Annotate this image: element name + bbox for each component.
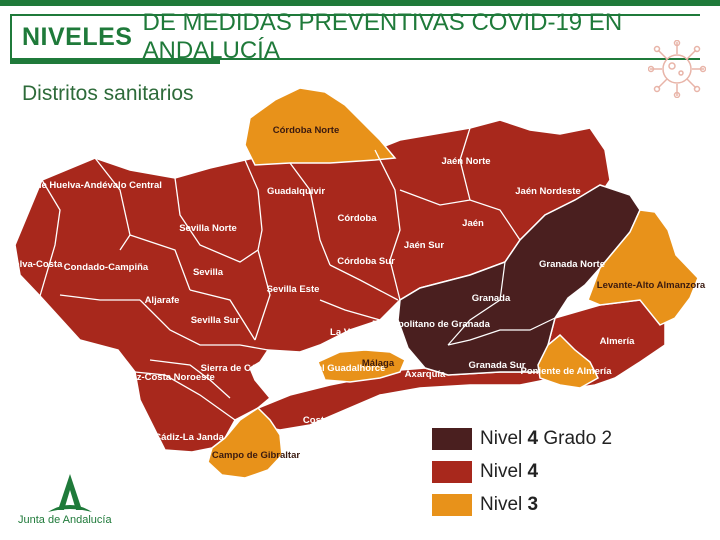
district-region-nivel4-south (254, 367, 547, 431)
label-guadalquivir: Guadalquivir (267, 186, 325, 197)
legend-item-nivel4: Nivel 4 (432, 461, 612, 483)
label-sierra-huelva: Sierra de Huelva-Andévalo Central (6, 180, 162, 191)
legend-label: Nivel 4 Grado 2 (480, 428, 613, 449)
label-granada-norte: Granada Norte (539, 259, 605, 270)
legend-item-nivel4-grado2: Nivel 4 Grado 2 (432, 428, 612, 450)
label-jaen-sur: Jaén Sur (404, 240, 444, 251)
label-poniente: Poniente de Almería (521, 366, 613, 377)
district-labels: Córdoba Norte Jaén Norte Jaén Nordeste S… (2, 125, 706, 461)
district-region-poniente (537, 333, 599, 389)
label-aljarafe: Aljarafe (145, 295, 180, 306)
label-huelva-costa: Huelva-Costa (2, 259, 63, 270)
legend-label: Nivel 3 (480, 494, 539, 515)
label-campo-gibraltar: Campo de Gibraltar (212, 450, 300, 461)
label-sevilla: Sevilla (193, 267, 224, 278)
district-region-guadalhorce-malaga (317, 349, 406, 383)
top-accent-bar (0, 0, 720, 6)
legend-swatch (432, 494, 472, 516)
label-cordoba: Córdoba (337, 213, 377, 224)
label-levante: Levante-Alto Almanzora (597, 280, 706, 291)
label-jerez: Jerez-Costa Noroeste (117, 372, 215, 383)
subtitle: Distritos sanitarios (22, 82, 194, 105)
district-region-levante (587, 209, 699, 326)
label-granada: Granada (472, 293, 511, 304)
label-jaen-nordeste: Jaén Nordeste (515, 186, 580, 197)
district-region-campo-gibraltar (207, 407, 283, 479)
label-sevilla-este: Sevilla Este (267, 284, 320, 295)
label-bahia-cadiz: Bahía de Cádiz-La Janda (112, 432, 225, 443)
title-bold: NIVELES (22, 22, 133, 51)
label-jaen: Jaén (462, 218, 484, 229)
label-serrania: Serranía (270, 382, 309, 393)
label-sevilla-norte: Sevilla Norte (179, 223, 237, 234)
title-band: NIVELES DE MEDIDAS PREVENTIVAS COVID-19 … (10, 9, 700, 64)
title-rest: DE MEDIDAS PREVENTIVAS COVID-19 EN ANDAL… (142, 9, 623, 64)
legend-swatch (432, 428, 472, 450)
label-malaga: Málaga (362, 358, 395, 369)
label-la-vega: La Vega (330, 327, 367, 338)
label-jaen-norte: Jaén Norte (441, 156, 490, 167)
label-cordoba-sur: Córdoba Sur (337, 256, 395, 267)
label-almeria: Almería (600, 336, 636, 347)
label-guadalhorce: Valle del Guadalhorce (287, 363, 386, 374)
junta-andalucia-logo (48, 474, 92, 512)
title-underline (10, 60, 220, 64)
label-costa-del-sol: Costa del Sol (303, 415, 363, 426)
label-sierra-cadiz: Sierra de Cádiz (201, 363, 270, 374)
label-sevilla-sur: Sevilla Sur (191, 315, 240, 326)
label-axarquia: Axarquía (405, 369, 446, 380)
label-granada-sur: Granada Sur (468, 360, 525, 371)
legend-swatch (432, 461, 472, 483)
virus-icon (648, 40, 706, 98)
label-metropolitano-granada: Metropolitano de Granada (372, 319, 490, 330)
grado2-boundaries (447, 261, 556, 346)
legend: Nivel 4 Grado 2 Nivel 4 Nivel 3 (432, 428, 612, 527)
legend-item-nivel3: Nivel 3 (432, 494, 612, 516)
logo-text: Junta de Andalucía (18, 514, 112, 526)
label-cordoba-norte: Córdoba Norte (273, 125, 340, 136)
district-boundaries (39, 127, 521, 421)
legend-label: Nivel 4 (480, 461, 539, 482)
district-region-cordoba-norte (244, 87, 397, 166)
label-condado-campina: Condado-Campiña (64, 262, 149, 273)
